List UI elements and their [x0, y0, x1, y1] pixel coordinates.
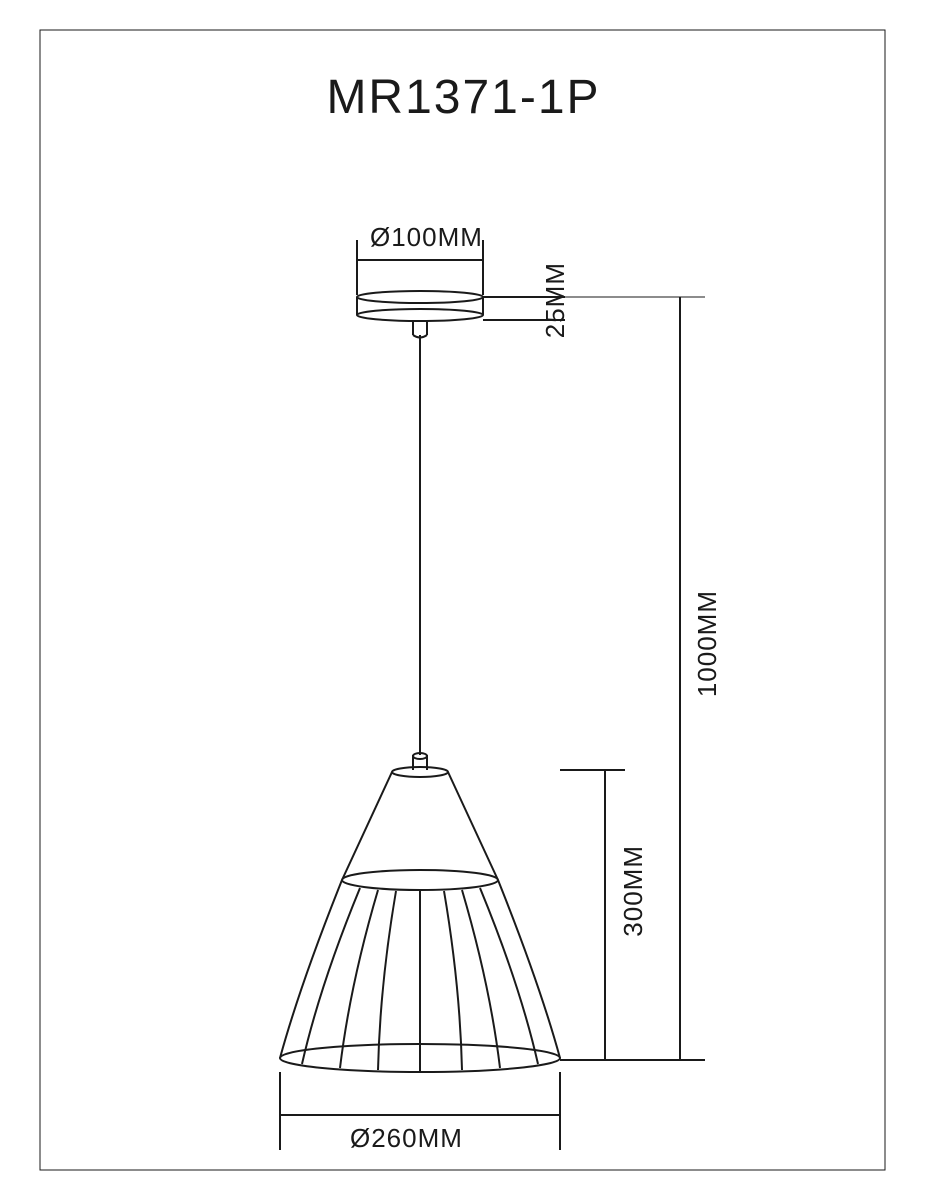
- technical-drawing-page: MR1371-1P Ø100MM 25MM 1000MM 300MM Ø260M…: [0, 0, 927, 1200]
- pendant-lamp-drawing: [0, 0, 927, 1200]
